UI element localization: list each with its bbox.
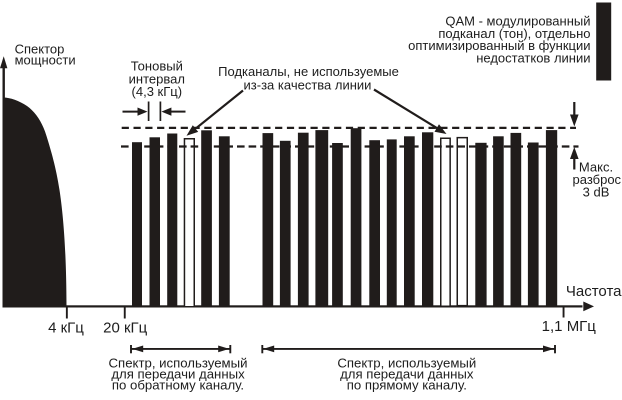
svg-text:Частота: Частота (566, 283, 622, 300)
svg-text:для передачи данных: для передачи данных (340, 367, 474, 382)
svg-text:подканал (тон), отдельно: подканал (тон), отдельно (438, 26, 590, 41)
svg-text:Макс.: Макс. (579, 160, 613, 175)
svg-text:20 кГц: 20 кГц (103, 320, 148, 337)
svg-text:Спектр, используемый: Спектр, используемый (109, 356, 248, 371)
svg-text:Спектор: Спектор (15, 41, 65, 56)
svg-text:для передачи данных: для передачи данных (111, 367, 245, 382)
svg-text:недостатков линии: недостатков линии (476, 51, 590, 66)
svg-text:3 dB: 3 dB (583, 184, 610, 199)
svg-text:Тоновый: Тоновый (131, 59, 183, 74)
svg-text:из-за качества линии: из-за качества линии (244, 78, 372, 93)
svg-text:интервал: интервал (129, 71, 185, 86)
svg-text:QAM - модулированный: QAM - модулированный (445, 13, 590, 28)
svg-text:Подканалы, не используемые: Подканалы, не используемые (218, 64, 399, 79)
svg-text:Спектр, используемый: Спектр, используемый (337, 356, 476, 371)
svg-text:(4,3 кГц): (4,3 кГц) (132, 84, 183, 99)
svg-text:по прямому каналу.: по прямому каналу. (347, 377, 467, 392)
svg-text:разброс: разброс (573, 172, 622, 187)
svg-text:1,1 МГц: 1,1 МГц (542, 318, 597, 335)
svg-text:мощности: мощности (15, 53, 76, 68)
svg-text:4 кГц: 4 кГц (48, 320, 84, 337)
svg-text:по обратному каналу.: по обратному каналу. (112, 377, 244, 392)
svg-text:оптимизированный в функции: оптимизированный в функции (408, 38, 590, 53)
